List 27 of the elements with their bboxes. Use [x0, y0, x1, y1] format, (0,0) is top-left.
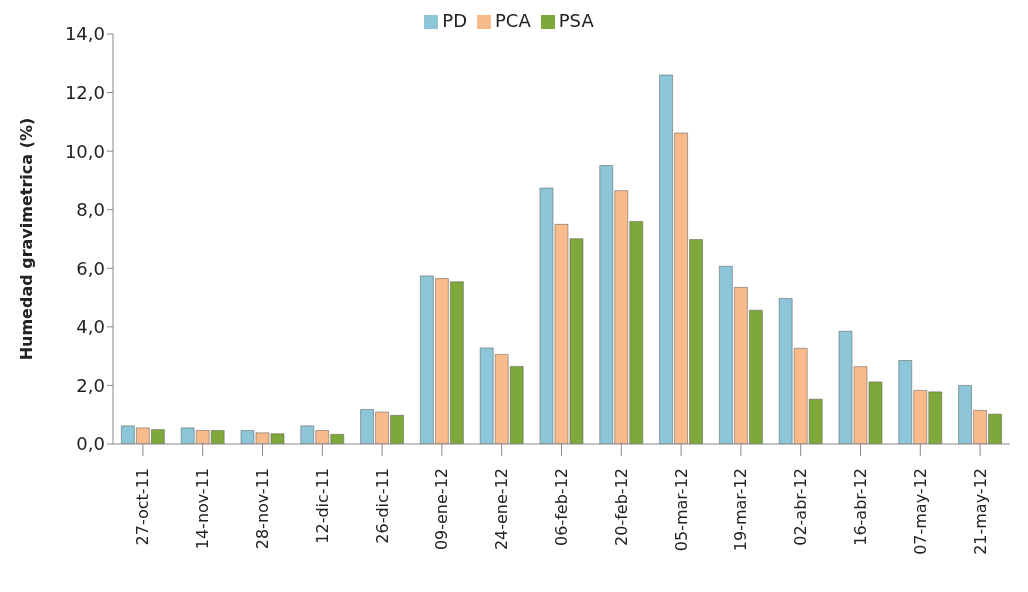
x-tick-label: 20-feb-12	[611, 468, 631, 546]
x-tick-label: 06-feb-12	[552, 468, 571, 546]
legend-label: PSA	[558, 10, 594, 31]
x-tick-label: 14-nov-11	[193, 468, 213, 550]
x-tick-label: 21-may-12	[970, 468, 990, 555]
y-tick-label: 8,0	[76, 199, 105, 221]
x-tick-label: 16-abr-12	[851, 468, 870, 546]
x-tick-label: 09-ene-12	[432, 468, 452, 551]
x-tick-label: 28-nov-11	[253, 468, 272, 550]
y-tick-label: 4,0	[76, 316, 105, 338]
y-tick-label: 0,0	[76, 433, 105, 455]
y-tick-label: 10,0	[64, 140, 105, 162]
legend-label: PCA	[495, 10, 531, 31]
y-tick-label: 12,0	[64, 81, 105, 103]
y-axis-title: Humedad gravimetrica (%)	[16, 117, 36, 361]
x-tick-label: 07-may-12	[910, 468, 930, 555]
x-tick-label: 19-mar-12	[731, 468, 751, 552]
y-tick-label: 14,0	[64, 23, 105, 45]
x-tick-label: 02-abr-12	[791, 468, 811, 546]
x-tick-label: 12-dic-11	[312, 468, 332, 544]
x-tick-label: 27-oct-11	[133, 468, 153, 546]
x-tick-label: 05-mar-12	[671, 468, 691, 552]
x-tick-label: 26-dic-11	[372, 468, 392, 544]
x-tick-label: 24-ene-12	[492, 468, 512, 551]
y-tick-label: 2,0	[76, 374, 105, 396]
y-tick-label: 6,0	[76, 257, 105, 279]
legend-label: PD	[442, 10, 468, 31]
